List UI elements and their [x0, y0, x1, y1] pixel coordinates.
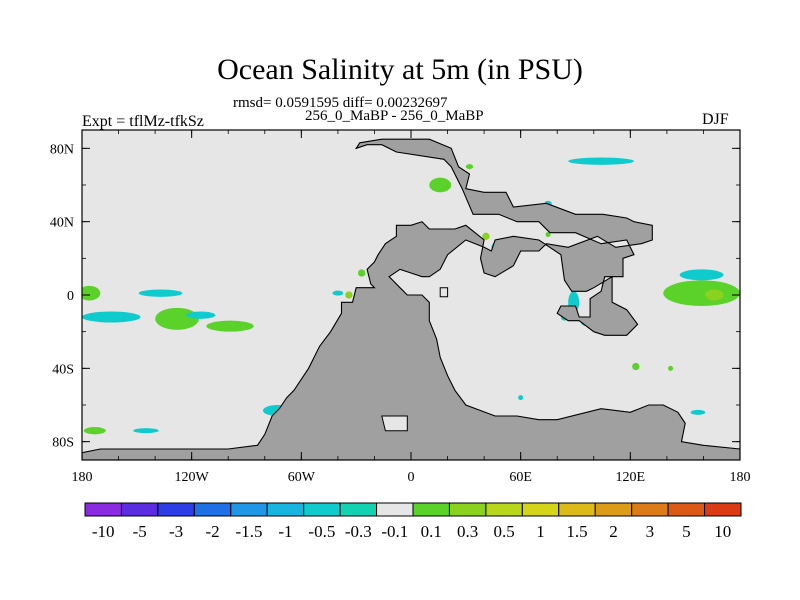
- anomaly-patch: [82, 311, 141, 323]
- colorbar-swatch: [193, 502, 232, 517]
- inland-sea: [381, 415, 408, 432]
- land-mass: [82, 138, 740, 460]
- colorbar-swatch: [667, 502, 706, 517]
- y-tick-label: 40N: [50, 216, 74, 231]
- colorbar-swatch: [230, 502, 268, 517]
- colorbar-label: -3: [169, 522, 183, 541]
- colorbar-swatch: [704, 502, 742, 517]
- colorbar-label: 0.3: [457, 522, 478, 541]
- anomaly-patch: [429, 177, 452, 193]
- colorbar-label: -5: [133, 522, 147, 541]
- anomaly-patch: [155, 307, 199, 330]
- anomaly-patch: [632, 362, 640, 371]
- x-tick-label: 60W: [288, 470, 316, 485]
- anomaly-patch: [332, 290, 344, 296]
- anomaly-patch: [82, 285, 101, 301]
- colorbar-label: 3: [646, 522, 655, 541]
- colorbar-label: 0.1: [421, 522, 442, 541]
- anomaly-patch: [568, 157, 634, 165]
- center-label: 256_0_MaBP - 256_0_MaBP: [305, 108, 484, 124]
- left-label: Expt = tflMz-tfkSz: [82, 113, 204, 130]
- colorbar-label: 0.5: [493, 522, 514, 541]
- anomaly-patch: [663, 280, 740, 306]
- anomaly-patch: [545, 232, 551, 237]
- x-tick-label: 0: [408, 470, 415, 485]
- colorbar-swatch: [84, 502, 122, 517]
- colorbar-label: -10: [92, 522, 115, 541]
- colorbar-swatch: [376, 502, 414, 517]
- inland-sea: [439, 287, 449, 298]
- colorbar-swatch: [448, 502, 487, 517]
- anomaly-patch: [357, 269, 366, 277]
- colorbar-swatch: [412, 502, 450, 517]
- colorbar-label: -2: [205, 522, 219, 541]
- colorbar-label: -0.1: [381, 522, 408, 541]
- chart-title: Ocean Salinity at 5m (in PSU): [217, 53, 583, 86]
- y-tick-label: 80S: [52, 436, 74, 451]
- colorbar-label: 1: [536, 522, 545, 541]
- colorbar-label: 10: [714, 522, 731, 541]
- colorbar-label: -0.5: [308, 522, 335, 541]
- colorbar-label: 1.5: [566, 522, 587, 541]
- colorbar-swatch: [631, 502, 669, 517]
- anomaly-patch: [482, 232, 490, 240]
- x-tick-label: 120E: [616, 470, 646, 485]
- y-tick-label: 80N: [50, 142, 74, 157]
- right-label: DJF: [702, 111, 729, 128]
- colorbar-swatch: [521, 502, 560, 517]
- anomaly-patch: [186, 311, 216, 319]
- anomaly-patch: [668, 365, 674, 371]
- colorbar-swatch: [303, 502, 341, 517]
- colorbar-swatch: [266, 502, 305, 517]
- colorbar-swatch: [120, 502, 159, 517]
- anomaly-patch: [345, 291, 353, 299]
- x-tick-label: 60E: [509, 470, 532, 485]
- anomaly-patch: [83, 427, 106, 435]
- anomaly-patch: [705, 289, 724, 301]
- colorbar-swatch: [558, 502, 596, 517]
- anomaly-patch: [206, 320, 254, 332]
- anomaly-patch: [679, 269, 724, 281]
- colorbar-swatch: [157, 502, 195, 517]
- colorbar-swatch: [339, 502, 378, 517]
- anomaly-patch: [518, 395, 524, 401]
- colorbar-swatch: [594, 502, 633, 517]
- colorbar-swatch: [485, 502, 523, 517]
- y-tick-label: 40S: [52, 362, 74, 377]
- anomaly-patch: [133, 428, 159, 434]
- chart-subtitle: rmsd= 0.0591595 diff= 0.00232697: [233, 95, 448, 111]
- colorbar-label: -1.5: [236, 522, 263, 541]
- anomaly-patch: [690, 409, 706, 415]
- colorbar-label: -0.3: [345, 522, 372, 541]
- anomaly-patch: [138, 289, 183, 297]
- x-tick-label: 180: [730, 470, 751, 485]
- colorbar-label: 5: [682, 522, 691, 541]
- anomaly-patch: [465, 164, 474, 170]
- colorbar-label: 2: [609, 522, 618, 541]
- x-tick-label: 120W: [175, 470, 210, 485]
- y-tick-label: 0: [67, 289, 74, 304]
- x-tick-label: 180: [72, 470, 93, 485]
- colorbar-label: -1: [278, 522, 292, 541]
